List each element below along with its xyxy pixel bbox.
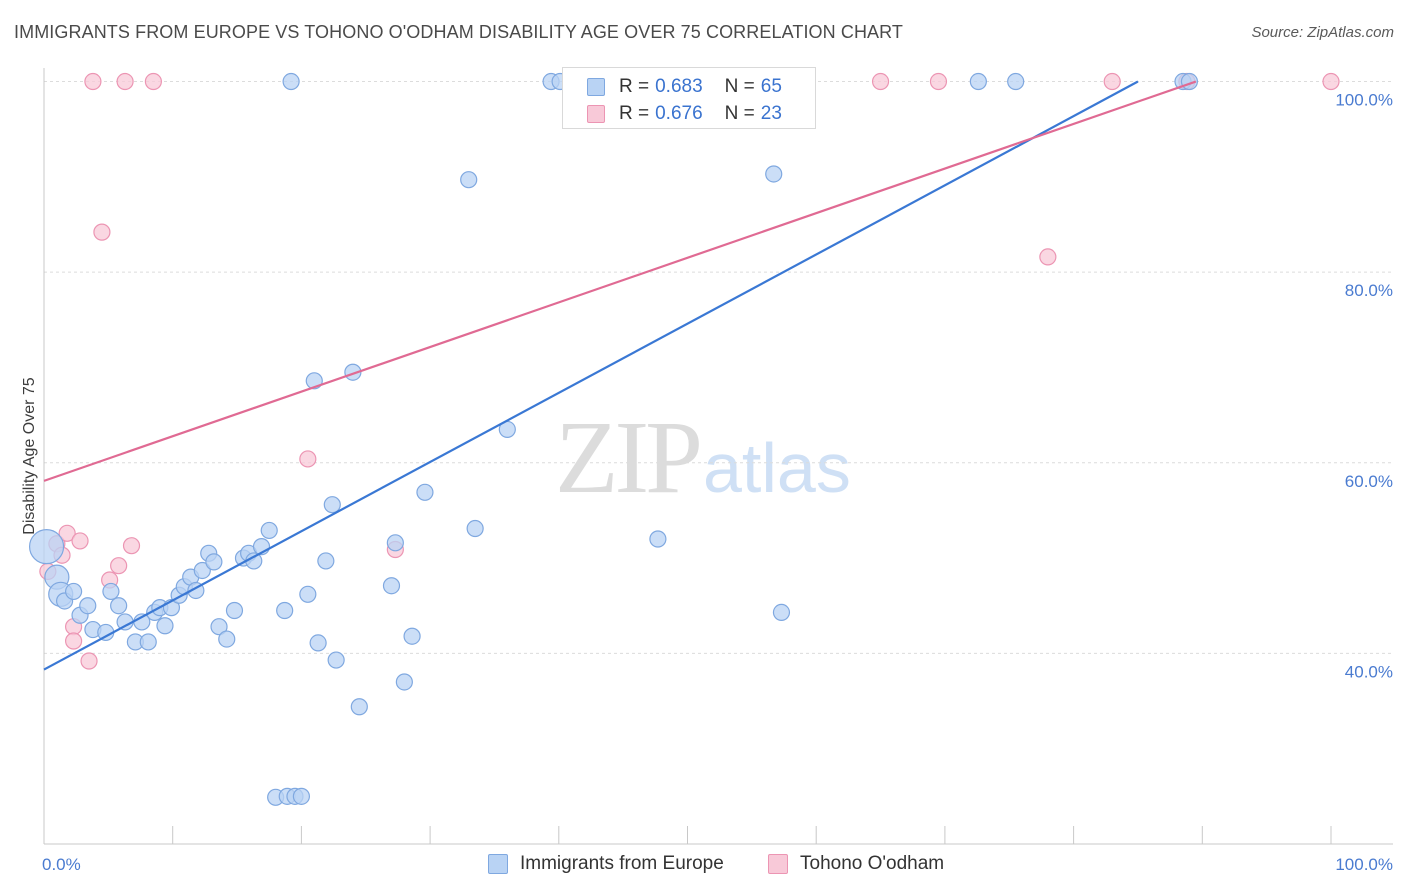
tohono-point <box>65 632 83 650</box>
europe-point <box>416 483 434 501</box>
tohono-point <box>299 450 317 468</box>
europe-point <box>205 553 223 571</box>
tohono-point <box>80 652 98 670</box>
axis-layer <box>43 68 1393 845</box>
legend-row-tohono: R = 0.676 N = 23 <box>587 102 782 126</box>
europe-point <box>309 634 327 652</box>
europe-point <box>350 698 368 716</box>
bottom-legend-label-europe: Immigrants from Europe <box>520 853 724 874</box>
legend-r-label: R = <box>619 76 650 97</box>
europe-point <box>460 171 478 189</box>
europe-point <box>327 651 345 669</box>
legend-n-value: 65 <box>760 76 782 97</box>
legend-swatch-europe <box>587 78 605 96</box>
tohono-point <box>122 537 141 555</box>
europe-point <box>218 630 236 648</box>
europe-point <box>317 552 335 570</box>
europe-point <box>79 597 97 615</box>
europe-point <box>649 530 667 548</box>
europe-point <box>969 72 987 91</box>
x-tick-label: 0.0% <box>42 855 81 874</box>
tohono-point <box>1322 72 1340 91</box>
europe-point <box>772 603 791 622</box>
europe-point <box>139 633 157 651</box>
bottom-legend-europe[interactable]: Immigrants from Europe <box>488 852 724 876</box>
europe-point <box>292 787 310 805</box>
europe-point <box>323 496 341 514</box>
tohono-point <box>1103 72 1121 91</box>
y-tick-label: 60.0% <box>1345 472 1393 491</box>
y-tick-label: 40.0% <box>1345 662 1393 681</box>
tohono-point <box>71 532 89 550</box>
tohono-point <box>93 223 111 241</box>
tohono-point <box>84 72 102 91</box>
europe-point <box>299 585 317 603</box>
y-tick-label: 100.0% <box>1335 91 1393 110</box>
europe-point <box>403 627 421 645</box>
europe-point <box>225 601 244 620</box>
legend-n-label: N = <box>724 76 755 97</box>
legend-n-label: N = <box>724 103 755 124</box>
legend-r-label: R = <box>619 103 650 124</box>
europe-point <box>276 601 294 620</box>
tohono-point <box>871 72 890 91</box>
europe-point <box>65 582 83 601</box>
europe-point <box>156 617 174 635</box>
legend-n-value: 23 <box>760 103 782 124</box>
tohono-points-layer <box>39 72 1340 670</box>
tohono-point <box>116 72 134 91</box>
bottom-legend-swatch-europe <box>488 854 508 874</box>
trendline-layer <box>43 80 1197 671</box>
bottom-legend-tohono[interactable]: Tohono O'odham <box>768 852 944 876</box>
chart-title: IMMIGRANTS FROM EUROPE VS TOHONO O'ODHAM… <box>14 22 904 42</box>
tohono-point <box>929 72 948 91</box>
tohono-point <box>144 72 162 91</box>
tohono-point <box>1039 248 1057 266</box>
tohono-trendline <box>43 80 1197 482</box>
correlation-legend: R = 0.683 N = 65 R = 0.676 N = 23 <box>562 67 816 129</box>
europe-point <box>193 561 211 580</box>
europe-points-layer <box>28 72 1199 806</box>
europe-point <box>110 597 128 615</box>
europe-point <box>466 519 484 538</box>
legend-swatch-tohono <box>587 105 605 123</box>
y-tick-label: 80.0% <box>1345 281 1393 300</box>
europe-trendline <box>43 80 1139 671</box>
source-credit: Source: ZipAtlas.com <box>1251 24 1394 41</box>
tohono-point <box>110 557 128 575</box>
europe-point <box>210 618 228 636</box>
legend-r-value: 0.676 <box>655 103 703 124</box>
x-tick-label: 100.0% <box>1335 855 1393 874</box>
europe-point <box>102 582 120 601</box>
legend-r-value: 0.683 <box>655 76 703 97</box>
tohono-point <box>58 524 76 542</box>
europe-point <box>382 577 401 595</box>
europe-point <box>395 673 413 691</box>
bottom-legend-swatch-tohono <box>768 854 788 874</box>
europe-point <box>282 72 300 91</box>
bottom-legend-label-tohono: Tohono O'odham <box>800 853 945 874</box>
europe-point <box>28 529 65 565</box>
europe-point <box>260 521 278 540</box>
europe-point <box>765 165 783 183</box>
grid-layer <box>44 81 1393 654</box>
legend-row-europe: R = 0.683 N = 65 <box>587 75 782 99</box>
europe-point <box>1007 72 1025 91</box>
tick-label-layer: 40.0% 60.0% 80.0% 100.0% 0.0% 100.0% <box>42 91 1393 874</box>
europe-point <box>386 534 404 552</box>
